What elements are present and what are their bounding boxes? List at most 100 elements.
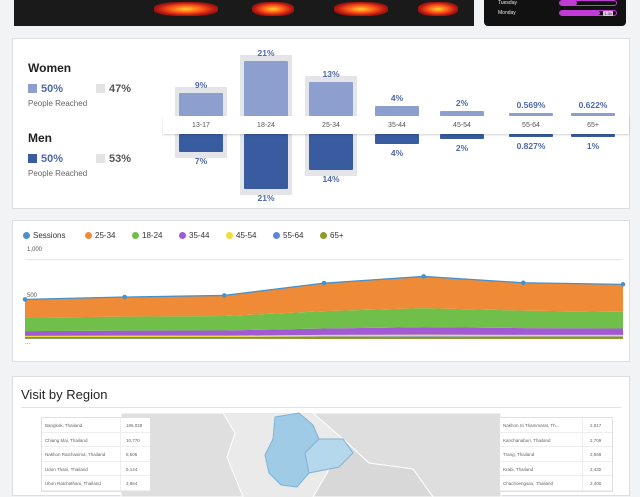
column-divider xyxy=(120,432,121,446)
sessions-point[interactable] xyxy=(620,282,626,287)
legend-label: 45-54 xyxy=(236,231,257,240)
women-value-label: 13% xyxy=(322,69,340,80)
age-label: 35-44 xyxy=(388,122,406,129)
women-value-label: 21% xyxy=(257,48,275,59)
age-label: 55-64 xyxy=(522,122,540,129)
map-land-myanmar xyxy=(120,412,244,497)
women-bar xyxy=(179,92,223,116)
age-label: 65+ xyxy=(587,122,599,129)
sessions-card: Sessions 25-34 18-24 35-44 45-54 55-64 65+ 1,0… xyxy=(12,220,630,362)
region-row[interactable]: Nakhon Ratchasima, Thailand 8,606 xyxy=(42,447,150,462)
region-name: Trang, Thailand xyxy=(503,452,535,457)
region-row[interactable]: Nakhon Si Thammarat, Th... 2,817 xyxy=(500,418,612,433)
women-primary-pct: 50% xyxy=(41,83,64,95)
men-value-label: 0.827% xyxy=(516,141,546,151)
women-swatch xyxy=(28,84,37,93)
column-divider xyxy=(582,476,583,490)
men-value-label: 1% xyxy=(586,141,600,151)
legend-label: 55-64 xyxy=(283,231,304,240)
men-bar xyxy=(375,134,419,145)
sessions-point[interactable] xyxy=(321,280,327,286)
women-value-label: 0.569% xyxy=(516,100,546,110)
region-row[interactable]: Krabi, Thailand 2,430 xyxy=(500,461,612,476)
region-row[interactable]: Chachoengsao, Thailand 2,400 xyxy=(500,476,612,491)
title-divider xyxy=(21,407,621,408)
women-caption: People Reached xyxy=(28,99,88,108)
men-value-label: 14% xyxy=(322,174,340,185)
age-label: 13-17 xyxy=(192,122,210,129)
sessions-point[interactable] xyxy=(521,280,526,286)
region-name: Udon Thani, Thailand xyxy=(45,466,88,472)
legend-swatch xyxy=(273,232,280,239)
legend-row-fill xyxy=(560,1,577,5)
legend-label: 65+ xyxy=(330,231,344,240)
y-tick-label: 500 xyxy=(27,293,38,299)
age-label: 45-54 xyxy=(453,122,471,129)
region-visits: 2,709 xyxy=(590,437,602,443)
region-row[interactable]: Chiang Mai, Thailand 10,770 xyxy=(42,432,150,447)
sessions-point[interactable] xyxy=(222,293,227,298)
heatmap-legend: Tuesday Monday 1.3x xyxy=(484,0,626,26)
men-value-label: 4% xyxy=(390,148,404,159)
column-divider xyxy=(120,461,121,475)
region-row[interactable]: Bangkok, Thailand 186,028 xyxy=(42,418,150,433)
women-title: Women xyxy=(28,61,72,75)
region-name: Krabi, Thailand xyxy=(503,466,534,472)
women-value-label: 4% xyxy=(390,92,404,103)
region-row[interactable]: Trang, Thailand 2,568 xyxy=(500,447,612,462)
men-primary-pct: 50% xyxy=(41,153,64,165)
men-bar xyxy=(571,134,615,137)
sessions-area-chart xyxy=(22,259,626,339)
legend-label: 25-34 xyxy=(95,231,116,240)
region-name: Ubon Ratchathani, Thailand xyxy=(45,481,101,486)
sessions-point[interactable] xyxy=(122,294,127,300)
region-row[interactable]: Kanchanaburi, Thailand 2,709 xyxy=(500,432,612,447)
heat-blob xyxy=(154,2,218,16)
map-region-thailand-northeast xyxy=(304,438,354,474)
legend-label: 18-24 xyxy=(142,231,163,240)
women-value-label: 9% xyxy=(194,79,208,90)
men-bar xyxy=(440,134,484,140)
region-name: Chachoengsao, Thailand xyxy=(503,481,553,486)
region-name: Chiang Mai, Thailand xyxy=(45,437,88,443)
age-axis-band xyxy=(163,116,629,134)
region-visits: 8,606 xyxy=(126,452,138,457)
women-secondary-pct: 47% xyxy=(109,83,132,95)
men-bar xyxy=(309,134,353,171)
column-divider xyxy=(120,476,121,490)
women-bar xyxy=(244,61,288,116)
heat-blob xyxy=(252,2,294,16)
legend-row-bar: 1.3x xyxy=(559,10,617,16)
men-value-label: 7% xyxy=(194,156,208,167)
legend-row-label: Monday xyxy=(498,10,516,16)
men-swatch xyxy=(28,154,37,163)
women-bar xyxy=(309,82,353,116)
region-table-left: Bangkok, Thailand 186,028 Chiang Mai, Thai… xyxy=(41,417,151,492)
region-visits: 186,028 xyxy=(126,423,143,428)
men-secondary-pct: 53% xyxy=(109,153,132,165)
y-tick-label: 1,000 xyxy=(27,247,43,253)
legend-swatch xyxy=(23,232,30,239)
area-35-44 xyxy=(25,327,623,336)
region-name: Bangkok, Thailand xyxy=(45,423,83,428)
column-divider xyxy=(582,461,583,475)
audience-card: Women 50% 47% People Reached Men 50% 53%… xyxy=(12,38,630,209)
sessions-point[interactable] xyxy=(22,297,28,302)
men-bar xyxy=(509,134,553,137)
heat-blob xyxy=(334,2,388,16)
column-divider xyxy=(582,432,583,446)
sessions-point[interactable] xyxy=(421,274,426,279)
region-row[interactable]: Udon Thani, Thailand 5,144 xyxy=(42,461,150,476)
legend-swatch xyxy=(226,232,233,239)
region-visits: 2,430 xyxy=(590,466,602,472)
legend-swatch xyxy=(320,232,327,239)
region-row[interactable]: Ubon Ratchathani, Thailand 3,864 xyxy=(42,476,150,491)
legend-swatch xyxy=(132,232,139,239)
women-bar xyxy=(440,110,484,116)
legend-label: 35-44 xyxy=(189,231,210,240)
women-bar xyxy=(375,105,419,116)
y-tick-label: ... xyxy=(25,340,31,346)
men-caption: People Reached xyxy=(28,169,88,178)
region-visits: 2,817 xyxy=(590,423,602,428)
region-visits: 2,568 xyxy=(590,452,602,457)
